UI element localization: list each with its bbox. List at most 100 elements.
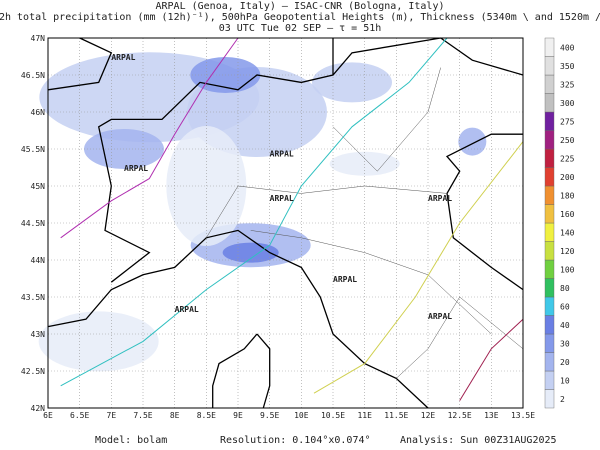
colorbar-band [544,333,555,353]
lon-tick-label: 10E [294,411,309,420]
watermark: ARPAL [428,312,452,321]
lat-tick-label: 45.5N [21,145,45,154]
colorbar-label: 140 [560,228,575,237]
region-border [206,185,448,238]
precip-area [84,129,164,169]
footer-model: Model: bolam [95,435,167,446]
coastline [97,37,441,283]
coastline [440,37,524,76]
lon-tick-label: 13.5E [511,411,535,420]
lat-tick-label: 43N [31,330,46,339]
header-line: 12h total precipitation (mm (12h)⁻¹), 50… [0,12,600,23]
lon-tick-label: 11.5E [384,411,408,420]
lon-tick-label: 6.5E [70,411,89,420]
colorbar-band [544,167,555,187]
coastline [47,37,113,91]
lon-tick-label: 8.5E [197,411,216,420]
colorbar-band [544,259,555,279]
coastline [47,229,429,409]
colorbar-label: 180 [560,191,575,200]
lat-tick-label: 44N [31,256,46,265]
colorbar-label: 120 [560,247,575,256]
colorbar-label: 30 [560,339,570,348]
lon-tick-label: 13E [484,411,499,420]
lon-tick-label: 7E [107,411,117,420]
colorbar-band [544,56,555,76]
precip-area [329,151,400,176]
colorbar-band [544,93,555,113]
colorbar-label: 350 [560,62,575,71]
watermark: ARPAL [333,275,357,284]
colorbar-label: 400 [560,43,575,52]
region-border [332,67,441,172]
colorbar-band [544,389,555,409]
colorbar-label: 100 [560,265,575,274]
colorbar-label: 20 [560,358,570,367]
colorbar-band [544,37,555,57]
colorbar-label: 275 [560,117,575,126]
precip-area [458,127,487,156]
colorbar-label: 10 [560,376,570,385]
lat-tick-label: 46N [31,108,46,117]
colorbar-band [544,370,555,390]
colorbar-label: 250 [560,136,575,145]
lon-tick-label: 7.5E [133,411,152,420]
lat-tick-label: 44.5N [21,219,45,228]
colorbar-band [544,315,555,335]
lon-tick-label: 10.5E [321,411,345,420]
lon-tick-label: 9E [233,411,243,420]
colorbar-label: 300 [560,99,575,108]
region-border [396,296,524,379]
colorbar-label: 225 [560,154,575,163]
colorbar-label: 80 [560,284,570,293]
watermark: ARPAL [270,149,294,158]
lat-tick-label: 43.5N [21,293,45,302]
header-line: ARPAL (Genoa, Italy) – ISAC-CNR (Bologna… [156,1,445,12]
lat-tick-label: 42.5N [21,367,45,376]
lat-tick-label: 47N [31,34,46,43]
colorbar-band [544,204,555,224]
colorbar-band [544,74,555,94]
map-area: ARPAL ARPAL ARPAL ARPAL ARPAL ARPAL ARPAL ARPAL [38,37,524,409]
contour-line [459,318,524,401]
precip-area [312,62,392,103]
colorbar-band [544,296,555,316]
colorbar-band [544,130,555,150]
colorbar-label: 40 [560,321,570,330]
coastline [256,333,271,409]
colorbar-label: 2 [560,395,565,404]
watermark: ARPAL [124,164,148,173]
colorbar-label: 60 [560,302,570,311]
colorbar-band [544,148,555,168]
lon-tick-label: 12.5E [448,411,472,420]
footer-analysis: Analysis: Sun 00Z31AUG2025 [400,435,557,446]
coastline [212,333,258,408]
region-border [250,230,492,335]
colorbar-label: 200 [560,173,575,182]
precip-area [38,311,159,372]
watermark: ARPAL [428,194,452,203]
contour-line [60,37,239,239]
colorbar-band [544,185,555,205]
watermark: ARPAL [270,194,294,203]
lon-tick-label: 9.5E [260,411,279,420]
colorbar-band [544,111,555,131]
colorbar-band [544,241,555,261]
lat-tick-label: 42N [31,404,46,413]
lon-tick-label: 8E [170,411,180,420]
lat-tick-label: 46.5N [21,71,45,80]
lon-tick-label: 12E [421,411,436,420]
watermark: ARPAL [175,305,199,314]
footer-resolution: Resolution: 0.104°x0.074° [220,435,371,446]
colorbar-label: 160 [560,210,575,219]
lat-tick-label: 45N [31,182,46,191]
colorbar-band [544,278,555,298]
watermark: ARPAL [111,53,135,62]
colorbar-band [544,352,555,372]
precip-area [222,242,279,263]
map-frame [47,37,524,409]
contour-line [60,37,448,387]
lon-tick-label: 6E [43,411,53,420]
coastline [445,133,524,291]
